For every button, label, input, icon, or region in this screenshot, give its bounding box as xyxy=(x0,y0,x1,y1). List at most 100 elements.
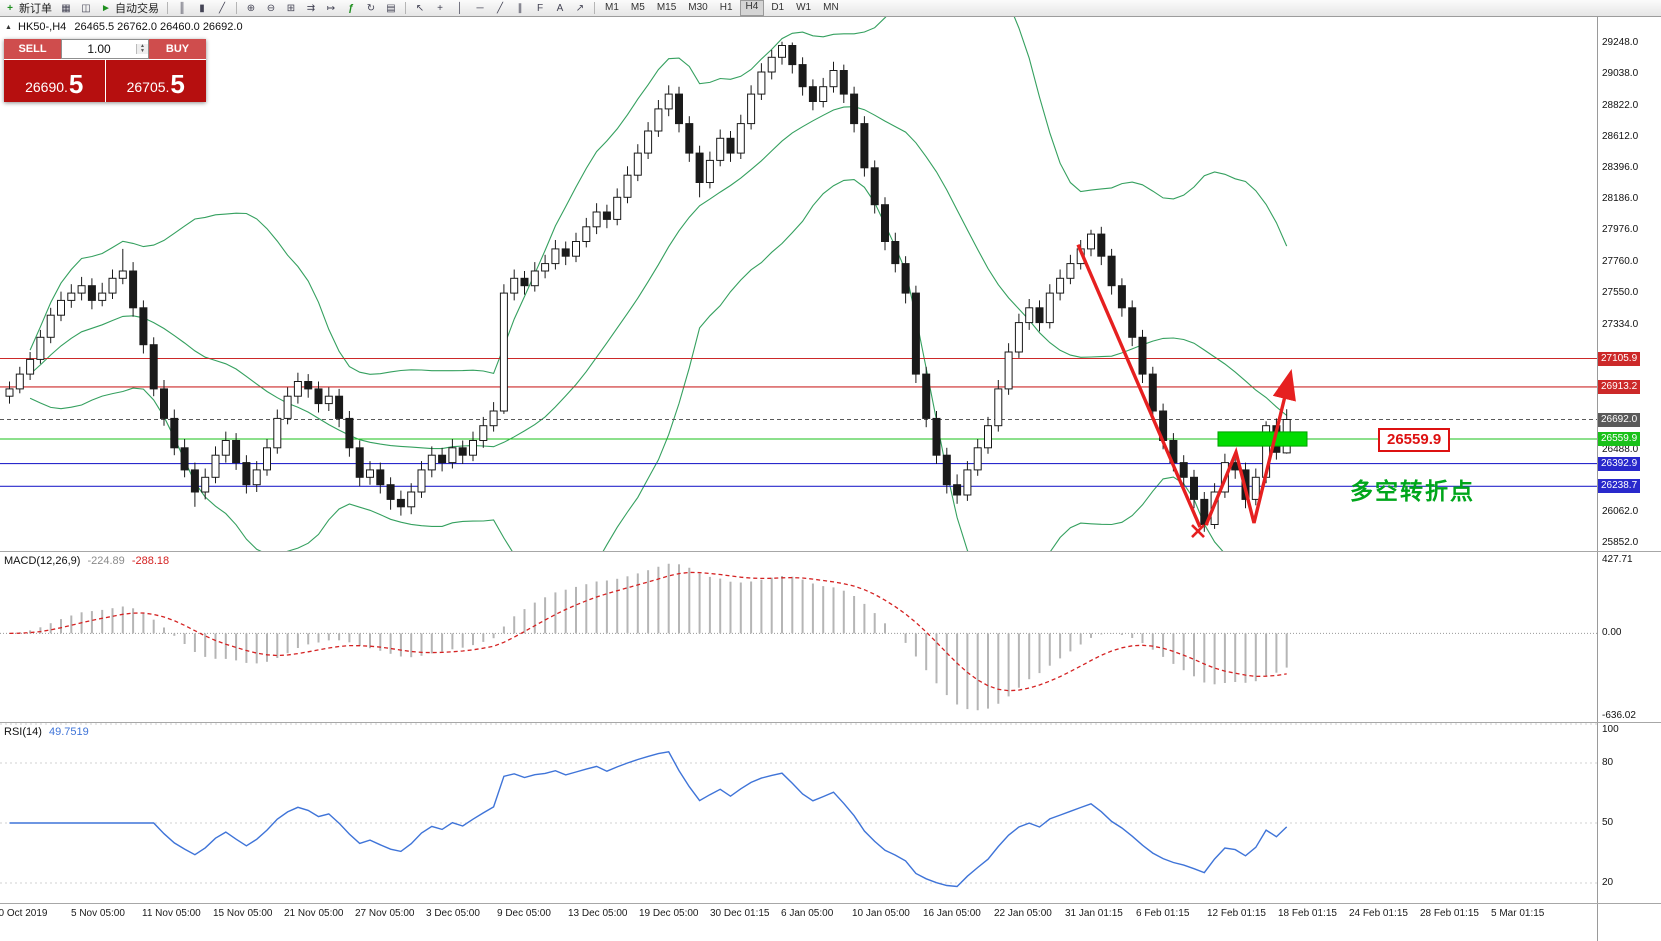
crosshair-button[interactable]: + xyxy=(431,1,449,15)
timeframe-m30[interactable]: M30 xyxy=(688,2,708,13)
toolbar-separator xyxy=(236,2,237,14)
price-tick: 27334.0 xyxy=(1602,318,1639,330)
auto-trading-button[interactable]: ► 自动交易 xyxy=(97,1,162,16)
zoom-out-button[interactable]: ⊖ xyxy=(262,1,280,15)
time-axis[interactable]: 30 Oct 2019 5 Nov 05:00 11 Nov 05:00 15 Nov… xyxy=(0,904,1597,941)
horizontal-levels[interactable] xyxy=(0,357,1597,487)
volume-up-icon[interactable]: ▲ xyxy=(137,44,148,49)
fibonacci-button[interactable]: F xyxy=(531,1,549,15)
turning-point-label[interactable]: 多空转折点 xyxy=(1350,478,1475,504)
timeframe-h4[interactable]: H4 xyxy=(739,0,765,16)
rsi-panel[interactable] xyxy=(0,723,1597,903)
buy-price[interactable]: 26705. 5 xyxy=(106,60,207,102)
rsi-svg[interactable] xyxy=(0,723,1597,903)
price-tick: 26062.0 xyxy=(1602,506,1639,518)
cursor-icon: ↖ xyxy=(415,2,425,14)
time-label: 24 Feb 01:15 xyxy=(1349,908,1408,919)
indicators-button[interactable]: ƒ xyxy=(342,1,360,15)
down-trend-arrow[interactable] xyxy=(1076,244,1202,528)
macd-histogram xyxy=(18,563,1288,711)
time-label: 30 Dec 01:15 xyxy=(710,908,770,919)
price-tick: 29038.0 xyxy=(1602,67,1639,79)
timeframe-mn[interactable]: MN xyxy=(823,2,839,13)
chart-shift-button[interactable]: ↦ xyxy=(322,1,340,15)
sell-price[interactable]: 26690. 5 xyxy=(4,60,106,102)
profile-icon: ◫ xyxy=(81,2,91,14)
time-label: 10 Jan 05:00 xyxy=(852,908,910,919)
refresh-button[interactable]: ↻ xyxy=(362,1,380,15)
bar-chart-button[interactable]: ║ xyxy=(173,1,191,15)
price-tick: 28612.0 xyxy=(1602,130,1639,142)
macd-label: MACD(12,26,9) xyxy=(4,555,81,567)
time-label: 9 Dec 05:00 xyxy=(497,908,551,919)
ohlc-values: 26465.5 26762.0 26460.0 26692.0 xyxy=(74,21,243,33)
auto-scroll-button[interactable]: ⇉ xyxy=(302,1,320,15)
auto-scroll-icon: ⇉ xyxy=(306,2,316,14)
chart-window[interactable]: ▲ HK50-,H4 26465.5 26762.0 26460.0 26692… xyxy=(0,16,1597,941)
volume-value[interactable]: 1.00 xyxy=(87,42,111,56)
time-label: 27 Nov 05:00 xyxy=(355,908,415,919)
toolbar-separator xyxy=(167,2,168,14)
time-label: 22 Jan 05:00 xyxy=(994,908,1052,919)
buy-button[interactable]: BUY xyxy=(149,39,206,59)
new-order-button[interactable]: + 新订单 xyxy=(1,1,55,16)
macd-svg[interactable] xyxy=(0,552,1597,722)
arrows-button[interactable]: ↗ xyxy=(571,1,589,15)
time-label: 3 Dec 05:00 xyxy=(426,908,480,919)
channel-button[interactable]: ∥ xyxy=(511,1,529,15)
timeframe-m15[interactable]: M15 xyxy=(656,2,677,13)
price-tick: 28396.0 xyxy=(1602,162,1639,174)
panel-separator[interactable] xyxy=(0,722,1661,723)
text-icon: A xyxy=(556,2,564,14)
main-price-panel[interactable] xyxy=(0,16,1597,551)
timeframe-h1[interactable]: H1 xyxy=(719,2,733,13)
line-chart-button[interactable]: ╱ xyxy=(213,1,231,15)
price-axis[interactable]: 29248.0 29038.0 28822.0 28612.0 28396.0 28186… xyxy=(1597,16,1661,941)
price-tick: 80 xyxy=(1602,757,1614,768)
timeframe-m1[interactable]: M1 xyxy=(605,2,619,13)
vertical-line-icon: │ xyxy=(456,2,464,14)
cursor-button[interactable]: ↖ xyxy=(411,1,429,15)
timeframe-m5[interactable]: M5 xyxy=(630,2,645,13)
volume-down-icon[interactable]: ▼ xyxy=(137,49,148,54)
vertical-line-button[interactable]: │ xyxy=(451,1,469,15)
timeframe-buttons: M1 M5 M15 M30 H1 H4 D1 W1 MN xyxy=(599,0,845,16)
crosshair-icon: + xyxy=(437,2,443,14)
channel-icon: ∥ xyxy=(517,2,523,14)
panel-separator[interactable] xyxy=(0,551,1661,552)
chart-list-button[interactable]: ▦ xyxy=(57,1,75,15)
toolbar-buttons: + 新订单 ▦ ◫ ► 自动交易 ║ ▮ ╱ ⊕ ⊖ ⊞ ⇉ ↦ ƒ ↻ ▤ ↖ + │ ─ ╱ ∥ F A ↗ xyxy=(0,1,599,15)
price-tag: 26913.2 xyxy=(1598,379,1641,394)
zigzag-forecast-arrow[interactable] xyxy=(1204,368,1296,526)
profile-button[interactable]: ◫ xyxy=(77,1,95,15)
macd-panel[interactable] xyxy=(0,552,1597,722)
time-label: 19 Dec 05:00 xyxy=(639,908,699,919)
templates-button[interactable]: ▤ xyxy=(382,1,400,15)
timeframe-d1[interactable]: D1 xyxy=(771,2,785,13)
volume-stepper[interactable]: 1.00 ▲ ▼ xyxy=(61,39,149,59)
price-callout[interactable]: 26559.9 xyxy=(1378,428,1451,452)
volume-spinner[interactable]: ▲ ▼ xyxy=(136,44,148,54)
price-tick: 26488.0 xyxy=(1602,443,1639,455)
price-tag: 26692.0 xyxy=(1598,412,1641,427)
price-tick: 50 xyxy=(1602,817,1614,828)
tile-windows-icon: ⊞ xyxy=(286,2,296,14)
new-order-button-label: 新订单 xyxy=(19,3,52,15)
timeframe-w1[interactable]: W1 xyxy=(796,2,812,13)
tile-windows-button[interactable]: ⊞ xyxy=(282,1,300,15)
main-chart-svg[interactable] xyxy=(0,16,1597,551)
time-label: 13 Dec 05:00 xyxy=(568,908,628,919)
horizontal-line-button[interactable]: ─ xyxy=(471,1,489,15)
zoom-out-icon: ⊖ xyxy=(266,2,276,14)
trendline-button[interactable]: ╱ xyxy=(491,1,509,15)
zoom-in-button[interactable]: ⊕ xyxy=(242,1,260,15)
sell-button[interactable]: SELL xyxy=(4,39,61,59)
time-label: 5 Mar 01:15 xyxy=(1491,908,1545,919)
candlestick-chart-button[interactable]: ▮ xyxy=(193,1,211,15)
support-zone[interactable] xyxy=(1217,431,1308,447)
text-button[interactable]: A xyxy=(551,1,569,15)
sell-price-frac: 5 xyxy=(68,69,84,99)
rsi-label: RSI(14) xyxy=(4,726,42,738)
one-click-toggle-icon[interactable]: ▲ xyxy=(5,24,12,31)
price-tick: -636.02 xyxy=(1602,710,1636,721)
